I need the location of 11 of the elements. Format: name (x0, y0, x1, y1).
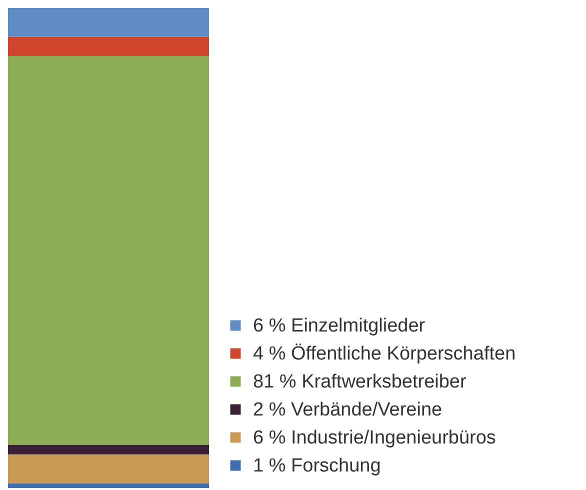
legend-label: 81 % Kraftwerksbetreiber (253, 372, 467, 392)
legend-label: 4 % Öffentliche Körperschaften (253, 344, 516, 364)
bar (8, 444, 209, 454)
bar (8, 36, 209, 56)
bar (8, 483, 209, 488)
bar (8, 454, 209, 484)
legend-label: 6 % Industrie/Ingenieurbüros (253, 428, 496, 448)
bar (8, 8, 209, 37)
legend-label: 2 % Verbände/Vereine (253, 400, 442, 420)
legend-label: 1 % Forschung (253, 456, 381, 476)
legend-label: 6 % Einzelmitglieder (253, 316, 426, 336)
